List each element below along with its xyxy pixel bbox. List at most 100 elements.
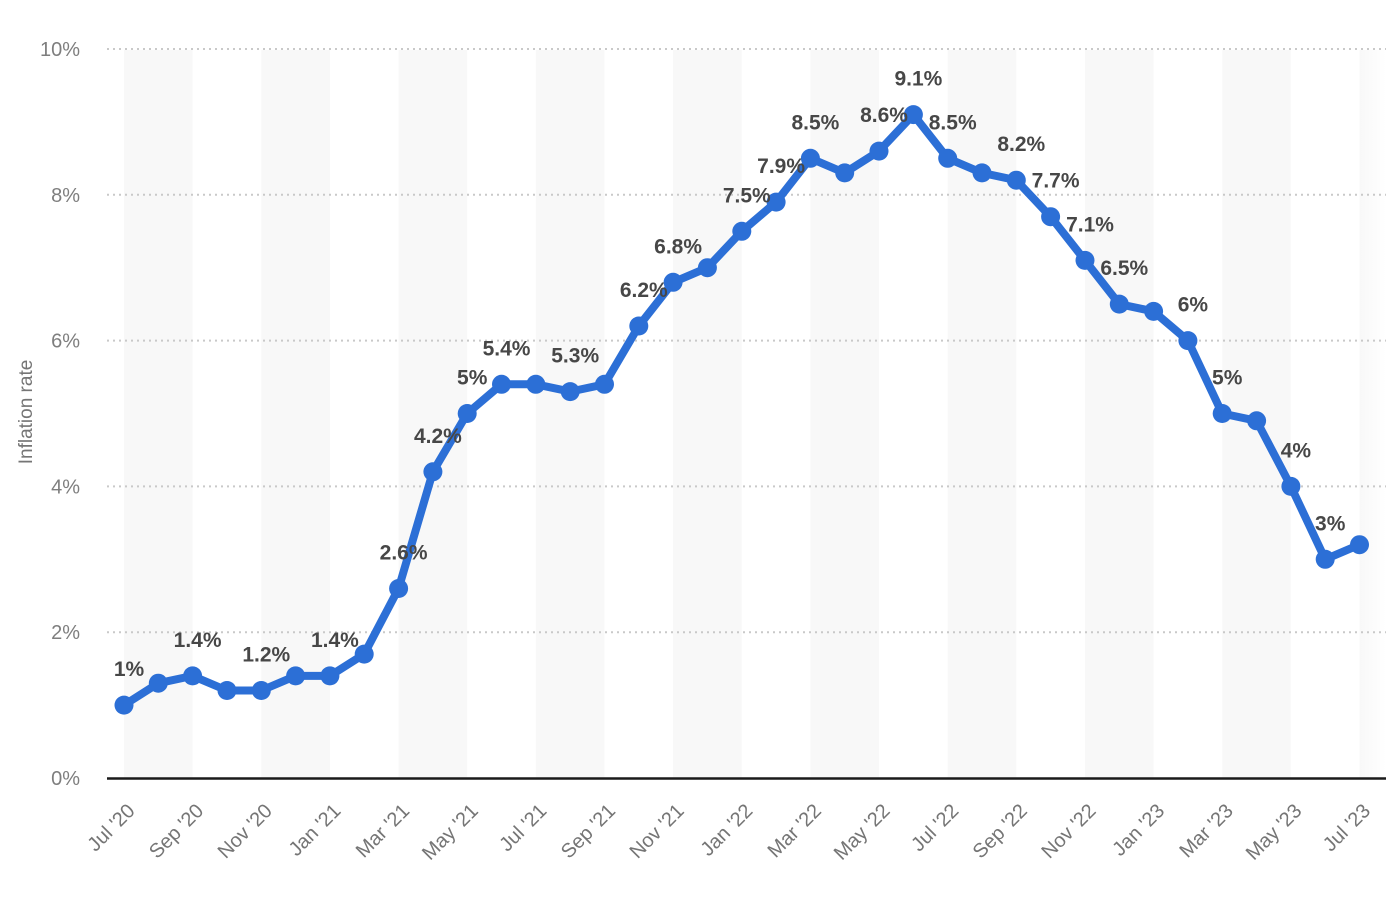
- x-tick-label: Jan '22: [697, 800, 758, 861]
- data-label: 6.8%: [654, 235, 702, 258]
- data-point[interactable]: [320, 666, 340, 686]
- data-point[interactable]: [354, 644, 374, 664]
- data-label: 8.6%: [860, 104, 908, 127]
- data-point[interactable]: [526, 374, 546, 394]
- data-point[interactable]: [766, 192, 786, 212]
- data-point[interactable]: [732, 221, 752, 241]
- plot-band: [1085, 50, 1154, 778]
- x-tick-labels: Jul '20 Sep '20 Nov '20 Jan '21 Mar '21 May '…: [84, 800, 1375, 865]
- plot-band: [535, 50, 605, 778]
- x-tick-label: Nov '20: [214, 800, 277, 863]
- data-point[interactable]: [800, 148, 820, 168]
- x-tick-label: Jul '21: [495, 800, 551, 856]
- data-point[interactable]: [1315, 549, 1335, 569]
- data-point[interactable]: [1247, 411, 1267, 431]
- y-tick-label: 4%: [51, 476, 80, 498]
- data-label: 7.9%: [757, 155, 805, 178]
- data-point[interactable]: [835, 163, 855, 183]
- data-label: 6.5%: [1100, 257, 1148, 280]
- data-label: 5%: [1212, 367, 1243, 390]
- x-tick-label: May '21: [418, 800, 483, 865]
- x-tick-label: Jul '20: [84, 800, 140, 856]
- data-label: 1%: [114, 658, 145, 681]
- data-label: 8.2%: [997, 133, 1045, 156]
- x-tick-label: Jul '22: [907, 800, 963, 856]
- data-point[interactable]: [972, 163, 992, 183]
- data-point[interactable]: [251, 681, 271, 700]
- data-point[interactable]: [286, 666, 306, 686]
- y-tick-label: 0%: [51, 768, 80, 790]
- data-label: 1.4%: [311, 629, 359, 652]
- data-point[interactable]: [1109, 294, 1129, 314]
- x-tick-label: Sep '20: [145, 800, 208, 863]
- data-label: 8.5%: [791, 111, 839, 134]
- plot-band: [124, 50, 193, 778]
- data-point[interactable]: [1212, 404, 1232, 423]
- data-point[interactable]: [1178, 331, 1198, 351]
- x-tick-label: Nov '22: [1037, 800, 1100, 863]
- data-label: 5.3%: [551, 345, 599, 368]
- data-label: 2.6%: [380, 542, 428, 565]
- data-label: 7.1%: [1066, 213, 1114, 236]
- data-point[interactable]: [629, 316, 649, 336]
- data-label: 1.2%: [242, 644, 290, 667]
- data-label: 7.7%: [1032, 170, 1080, 193]
- data-point[interactable]: [389, 579, 409, 598]
- data-point[interactable]: [595, 374, 614, 394]
- y-tick-label: 8%: [51, 185, 80, 207]
- data-point[interactable]: [1144, 301, 1164, 321]
- data-point[interactable]: [423, 462, 443, 482]
- data-point[interactable]: [492, 374, 511, 394]
- data-label: 3%: [1315, 512, 1346, 535]
- data-label: 4%: [1281, 439, 1312, 462]
- x-tick-label: Jan '23: [1108, 800, 1169, 861]
- data-label: 6.2%: [620, 279, 668, 302]
- y-axis-title: Inflation rate: [16, 360, 37, 465]
- data-point[interactable]: [903, 105, 923, 125]
- data-point[interactable]: [1281, 476, 1301, 496]
- plot-band: [398, 50, 468, 778]
- x-tick-label: Jan '21: [285, 800, 346, 861]
- data-point[interactable]: [1350, 535, 1369, 555]
- data-point[interactable]: [697, 258, 717, 278]
- plot-bands: [124, 50, 1386, 778]
- y-tick-label: 6%: [51, 331, 80, 353]
- x-tick-label: Sep '21: [557, 800, 620, 863]
- data-point[interactable]: [148, 673, 168, 693]
- x-tick-label: Nov '21: [626, 800, 689, 863]
- data-points: [114, 105, 1369, 715]
- x-tick-label: May '22: [830, 800, 895, 865]
- y-tick-label: 10%: [40, 39, 80, 61]
- plot-band: [673, 50, 742, 778]
- x-tick-label: May '23: [1242, 800, 1307, 865]
- x-tick-label: Jul '23: [1319, 800, 1375, 856]
- data-label: 8.5%: [929, 111, 977, 134]
- data-label: 5%: [457, 367, 488, 390]
- data-labels: 1% 1.4% 1.2% 1.4% 2.6% 4.2% 5% 5.4% 5.3% 6.2% 6.8%…: [114, 68, 1346, 681]
- data-label: 1.4%: [174, 629, 222, 652]
- data-label: 4.2%: [414, 425, 462, 448]
- data-point[interactable]: [1075, 250, 1095, 270]
- data-point[interactable]: [114, 695, 134, 715]
- data-point[interactable]: [217, 681, 237, 700]
- y-tick-label: 2%: [51, 622, 80, 644]
- x-tick-label: Sep '22: [969, 800, 1032, 863]
- y-tick-labels: 0% 2% 4% 6% 8% 10%: [40, 39, 80, 790]
- data-label: 9.1%: [894, 68, 942, 91]
- data-point[interactable]: [869, 141, 889, 161]
- x-tick-label: Mar '22: [764, 800, 826, 862]
- data-label: 7.5%: [723, 184, 771, 207]
- x-tick-label: Mar '23: [1175, 800, 1237, 862]
- data-point[interactable]: [1006, 170, 1026, 190]
- plot-band: [1359, 50, 1386, 778]
- data-point[interactable]: [183, 666, 203, 686]
- data-label: 6%: [1178, 294, 1209, 317]
- data-point[interactable]: [1041, 207, 1061, 227]
- data-point[interactable]: [938, 148, 958, 168]
- data-point[interactable]: [663, 272, 683, 292]
- data-point[interactable]: [457, 404, 477, 423]
- data-label: 5.4%: [483, 337, 531, 360]
- data-point[interactable]: [560, 382, 580, 402]
